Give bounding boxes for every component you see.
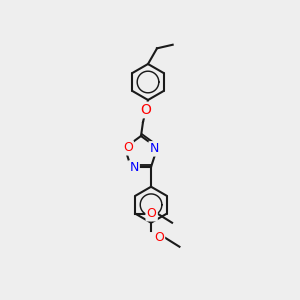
Text: O: O [141,103,152,117]
Text: O: O [147,207,157,220]
Text: N: N [150,142,159,155]
Text: O: O [123,141,133,154]
Text: N: N [129,161,139,174]
Text: O: O [154,231,164,244]
